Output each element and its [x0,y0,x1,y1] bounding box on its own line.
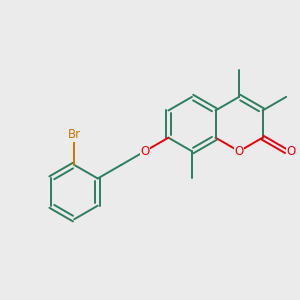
Text: Br: Br [68,128,81,142]
Text: O: O [286,145,296,158]
Text: O: O [234,145,244,158]
Text: O: O [140,145,149,158]
